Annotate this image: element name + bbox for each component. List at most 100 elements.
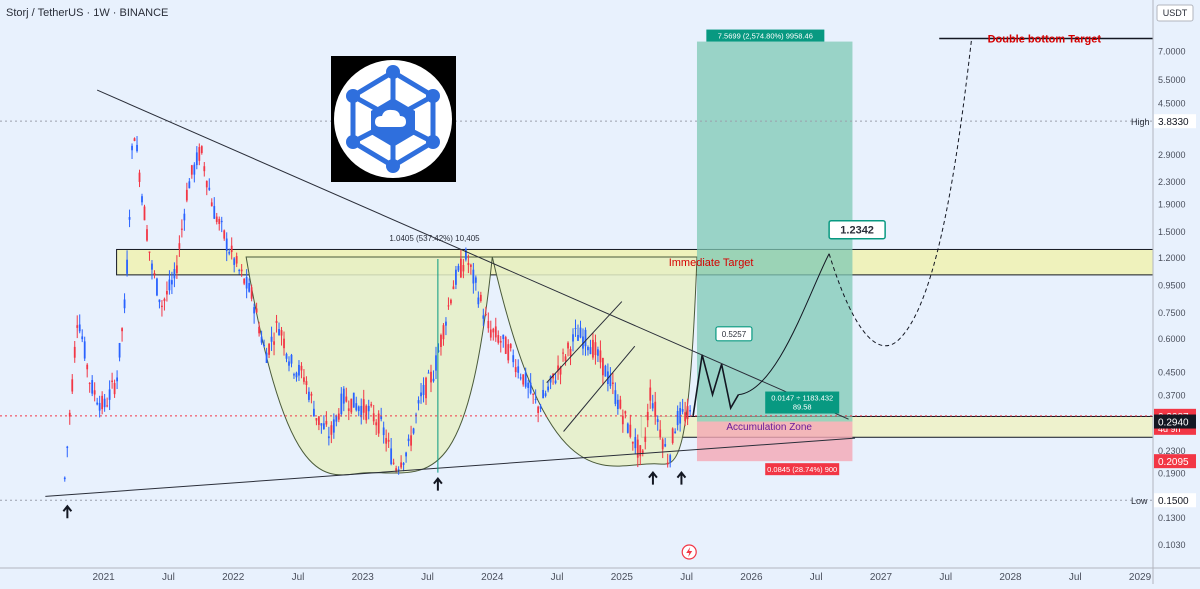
profit-zone <box>696 41 853 422</box>
candle-body <box>313 408 315 417</box>
candle-body <box>425 377 427 399</box>
candle-body <box>432 378 435 382</box>
candle-body <box>118 343 121 358</box>
candle-body <box>143 206 146 221</box>
y-tick-label: 2.3000 <box>1158 177 1186 187</box>
candle-body <box>245 277 248 289</box>
candle-body <box>442 325 445 340</box>
candle-body <box>322 423 325 430</box>
price-axis[interactable] <box>1153 0 1200 584</box>
candle-body <box>410 435 412 446</box>
cup-arc <box>245 256 493 476</box>
candle-body <box>564 356 567 362</box>
candle-body <box>549 376 552 383</box>
candle-body <box>317 416 320 425</box>
candle-body <box>614 390 617 404</box>
loss-zone <box>696 421 853 462</box>
candle-body <box>417 400 420 404</box>
candle-body <box>377 413 380 434</box>
arrow-up-icon <box>676 470 687 485</box>
candle-body <box>158 299 161 303</box>
y-tick-label: 5.5000 <box>1158 75 1186 85</box>
projection-dashed <box>828 38 973 347</box>
entry-badge-text: 0.0147 ÷ 1183.432 <box>771 394 833 403</box>
candle-body <box>220 220 223 223</box>
candle-body <box>509 344 512 349</box>
candle-body <box>161 305 163 308</box>
trendline <box>546 301 623 383</box>
x-tick-label: Jul <box>939 572 952 583</box>
price-badge-text: 1.2342 <box>840 225 874 237</box>
candle-body <box>574 328 577 330</box>
candle-body <box>554 380 557 384</box>
x-tick-label: 2029 <box>1129 572 1152 583</box>
candle-body <box>514 367 517 373</box>
candle-body <box>98 402 101 411</box>
candle-body <box>190 165 193 175</box>
candle-body <box>447 305 450 307</box>
candle-body <box>547 386 549 391</box>
trendline <box>45 437 856 497</box>
candle-body <box>300 365 303 371</box>
candle-body <box>599 350 602 363</box>
candle-body <box>290 354 293 364</box>
candle-body <box>380 415 383 420</box>
profit-badge <box>706 29 825 42</box>
candle-body <box>175 265 178 274</box>
candle-body <box>148 251 151 253</box>
candle-body <box>185 189 188 201</box>
candle-body <box>611 382 614 384</box>
candle-body <box>250 287 253 299</box>
candle-body <box>71 379 74 392</box>
candle-body <box>534 398 537 400</box>
candle-body <box>303 377 305 382</box>
candle-body <box>592 339 594 358</box>
candle-body <box>484 314 487 316</box>
projection-zigzag <box>692 354 740 416</box>
candle-body <box>88 382 91 384</box>
candle-body <box>427 372 430 374</box>
candle-body <box>482 315 485 319</box>
candle-body <box>666 462 669 465</box>
candle-body <box>308 391 310 400</box>
candle-body <box>83 341 86 359</box>
trendline <box>96 89 849 420</box>
price-badge-text: 0.5257 <box>722 330 747 339</box>
candle-body <box>163 298 166 302</box>
candle-body <box>572 334 574 342</box>
candle-body <box>390 448 393 465</box>
candle-body <box>342 388 345 404</box>
candle-body <box>108 389 111 400</box>
currency-tag[interactable] <box>1156 4 1194 22</box>
candle-body <box>589 347 592 355</box>
candle-body <box>305 381 308 385</box>
candle-body <box>283 338 285 349</box>
measure-label: 1.0405 (537.42%) 10,405 <box>389 234 480 243</box>
candle-body <box>616 399 619 410</box>
candle-body <box>504 337 507 354</box>
lightning-glyph <box>686 547 693 557</box>
candle-body <box>156 278 158 296</box>
candle-body <box>285 353 288 359</box>
candle-body <box>621 415 624 425</box>
candle-body <box>208 187 211 190</box>
candle-body <box>96 402 99 405</box>
candle-body <box>362 399 365 413</box>
candle-body <box>452 286 455 290</box>
candle-body <box>641 450 644 454</box>
candle-body <box>173 269 176 279</box>
candle-body <box>265 352 268 363</box>
x-tick-label: Jul <box>810 572 823 583</box>
candle-body <box>295 372 298 378</box>
candle-body <box>584 329 587 347</box>
candle-body <box>270 336 273 342</box>
candle-body <box>126 259 128 274</box>
candle-body <box>479 294 482 302</box>
y-tick-label: 1.5000 <box>1158 227 1186 237</box>
y-tick-label: 4.5000 <box>1158 98 1186 108</box>
candle-body <box>81 336 84 340</box>
candle-body <box>253 307 256 314</box>
candle-body <box>335 415 338 422</box>
